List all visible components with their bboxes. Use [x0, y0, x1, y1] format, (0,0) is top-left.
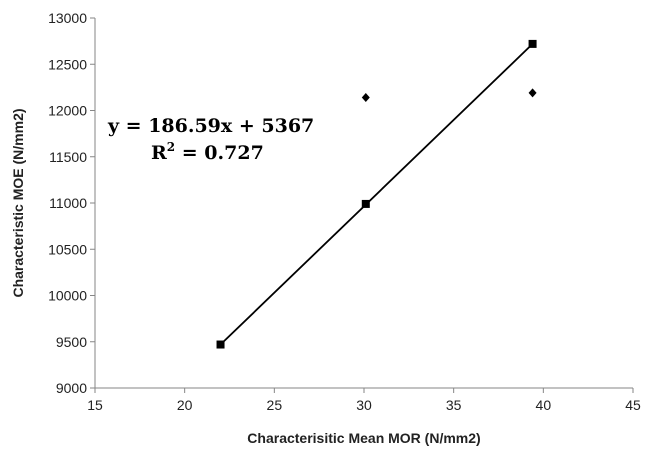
- y-tick-label: 9000: [56, 380, 87, 396]
- x-tick-label: 40: [536, 397, 552, 413]
- y-tick-label: 12000: [48, 103, 87, 119]
- trendline-equation: y = 186.59x + 5367: [107, 115, 314, 137]
- y-tick-label: 11000: [49, 195, 87, 211]
- r-squared-symbol: R: [151, 142, 167, 164]
- y-tick-labels: 9000 9500 10000 10500 11000 11500 12000 12500 13…: [48, 10, 87, 396]
- x-tick-label: 45: [625, 397, 641, 413]
- x-tick-label: 25: [267, 397, 283, 413]
- data-point-square: [216, 340, 225, 349]
- y-tick-label: 12500: [48, 56, 87, 72]
- x-tick-label: 30: [356, 397, 372, 413]
- data-point-diamond: [361, 93, 370, 103]
- data-point-square: [528, 39, 537, 48]
- r-squared-value: = 0.727: [175, 142, 264, 164]
- y-tick-label: 10500: [48, 241, 87, 257]
- x-tick-labels: 15 20 25 30 35 40 45: [87, 397, 641, 413]
- r-squared-label: R2 = 0.727: [151, 140, 264, 164]
- y-axis-title: Characteristic MOE (N/mm2): [10, 108, 26, 297]
- y-tick-label: 9500: [56, 334, 87, 350]
- x-axis-title: Characterisitic Mean MOR (N/mm2): [247, 430, 480, 446]
- y-tick-label: 13000: [48, 10, 87, 26]
- y-tick-label: 10000: [48, 288, 87, 304]
- trendline: [219, 43, 534, 346]
- axis-ticks: [90, 17, 634, 393]
- x-tick-label: 35: [446, 397, 462, 413]
- r-squared-exponent: 2: [167, 140, 175, 154]
- data-point-diamond: [528, 88, 537, 98]
- plot-series: [216, 39, 537, 349]
- data-point-square: [361, 199, 370, 208]
- x-tick-label: 20: [177, 397, 193, 413]
- y-tick-label: 11500: [49, 149, 87, 165]
- x-tick-label: 15: [87, 397, 103, 413]
